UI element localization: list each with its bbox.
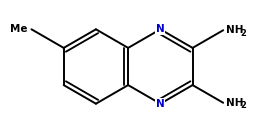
Text: Me: Me — [10, 24, 28, 34]
Text: NH: NH — [226, 25, 244, 35]
Text: N: N — [156, 24, 165, 34]
Text: 2: 2 — [240, 101, 246, 110]
Text: N: N — [156, 99, 165, 109]
Text: NH: NH — [226, 98, 244, 108]
Text: 2: 2 — [240, 29, 246, 38]
